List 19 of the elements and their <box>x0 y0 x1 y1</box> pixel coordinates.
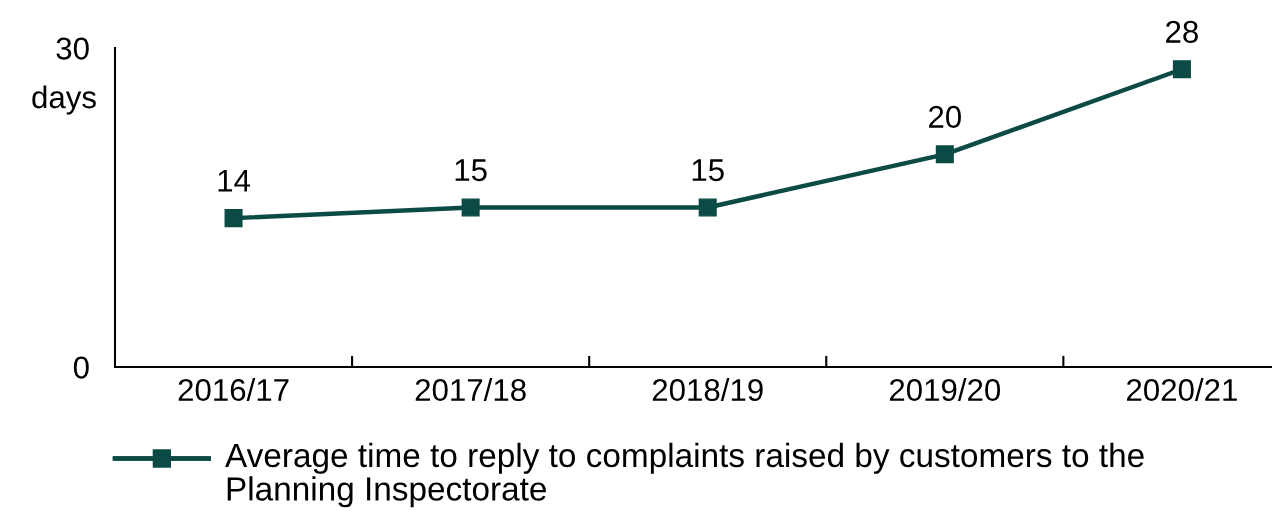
legend-label: Average time to reply to complaints raised by customers to the Planning Inspectorate <box>225 442 1144 508</box>
point <box>935 145 954 164</box>
x-tick-label: 2016/17 <box>178 378 289 402</box>
data-label: 28 <box>1166 20 1198 43</box>
x-tick-label: 2018/19 <box>652 378 763 402</box>
data-label: 15 <box>455 159 487 182</box>
x-tick-label: 2020/21 <box>1127 378 1237 402</box>
data-label: 14 <box>218 169 251 192</box>
point <box>698 198 717 217</box>
x-tick-label: 2019/20 <box>889 378 1001 402</box>
y-axis-title: days <box>32 85 96 115</box>
x-tick-label: 2017/18 <box>415 378 526 402</box>
point <box>461 198 480 217</box>
y-tick-label: 30 <box>56 37 89 60</box>
y-tick-label: 0 <box>73 356 89 379</box>
point <box>224 209 243 228</box>
point <box>1172 60 1191 79</box>
data-label: 20 <box>929 105 961 128</box>
data-label: 15 <box>692 159 724 182</box>
